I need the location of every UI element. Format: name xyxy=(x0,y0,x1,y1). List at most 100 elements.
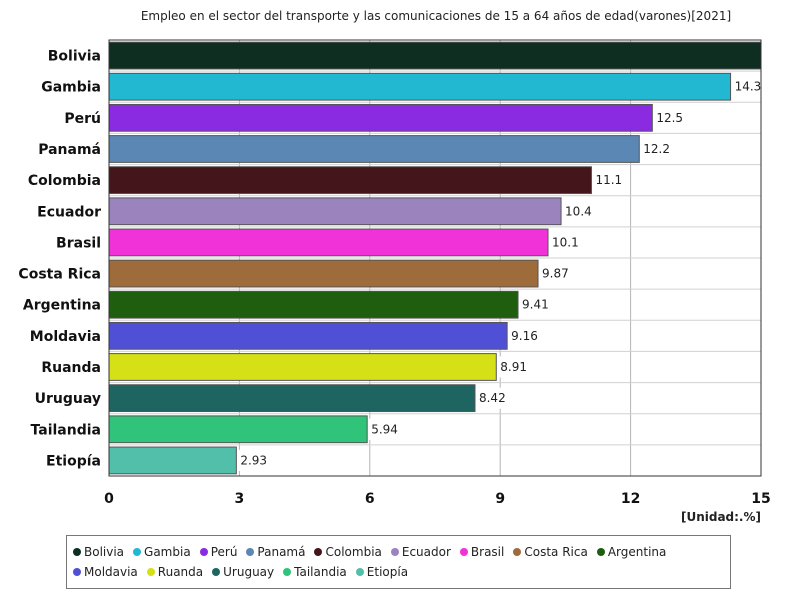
legend-label: Tailandia xyxy=(294,565,347,579)
legend-dot-icon xyxy=(199,548,208,556)
legend-label: Etiopía xyxy=(366,565,409,579)
legend-dot-icon xyxy=(459,548,468,556)
value-label: 9.16 xyxy=(511,329,538,343)
legend-item: Panamá xyxy=(246,542,305,562)
bar-colombia xyxy=(108,166,592,195)
legend-item: Ruanda xyxy=(146,562,204,582)
legend-item: Etiopía xyxy=(355,562,409,582)
value-label: 10.1 xyxy=(552,235,579,249)
legend-dot-icon xyxy=(73,548,81,556)
legend-dot-icon xyxy=(283,568,292,576)
category-label: Colombia xyxy=(28,173,101,189)
legend-dot-icon xyxy=(212,568,221,576)
x-tick-label: 15 xyxy=(751,491,770,507)
legend-label: Perú xyxy=(210,545,238,559)
legend-label: Costa Rica xyxy=(524,545,588,559)
legend: Bolivia Gambia Perú Panamá Colombia Ecuador Br… xyxy=(66,535,731,589)
legend-item: Perú xyxy=(199,542,238,562)
bar-chart-svg: Empleo en el sector del transporte y las… xyxy=(18,9,770,524)
legend-item: Costa Rica xyxy=(513,542,588,562)
legend-dot-icon xyxy=(133,548,142,556)
legend-item: Uruguay xyxy=(212,562,274,582)
legend-label: Ruanda xyxy=(157,565,204,579)
category-label: Uruguay xyxy=(35,391,101,407)
value-label-bg xyxy=(562,200,597,222)
bars: 14.3 12.5 12.2 11.1 10.4 10.1 9.87 9.41 9.16 8.91… xyxy=(108,41,766,475)
legend-dot-icon xyxy=(73,568,81,576)
x-tick-label: 3 xyxy=(235,491,245,507)
legend-label: Bolivia xyxy=(84,545,125,559)
legend-dot-icon xyxy=(390,548,399,556)
value-label-bg xyxy=(592,169,627,191)
bar-tailandia xyxy=(108,415,368,444)
value-label: 9.41 xyxy=(522,298,549,312)
legend-item: Gambia xyxy=(133,542,191,562)
legend-item: Ecuador xyxy=(390,542,451,562)
value-label: 8.42 xyxy=(479,391,506,405)
category-labels: Bolivia Gambia Perú Panamá Colombia Ecuador Br… xyxy=(18,49,101,470)
chart-title: Empleo en el sector del transporte y las… xyxy=(141,9,731,23)
legend-dot-icon xyxy=(146,568,155,576)
value-label-bg xyxy=(731,76,766,98)
value-label: 5.94 xyxy=(371,422,398,436)
legend-item: Moldavia xyxy=(73,562,138,582)
x-tick-label: 0 xyxy=(104,491,114,507)
legend-item: Tailandia xyxy=(283,562,347,582)
value-label-bg xyxy=(519,294,554,316)
category-label: Gambia xyxy=(41,80,101,96)
unit-label: [Unidad:.%] xyxy=(681,510,761,524)
category-label: Moldavia xyxy=(30,329,101,345)
legend-item: Bolivia xyxy=(73,542,124,562)
legend-item: Brasil xyxy=(459,542,505,562)
value-label-bg xyxy=(508,325,543,347)
bar-panamá xyxy=(108,135,640,163)
bar-ruanda xyxy=(108,353,497,381)
legend-label: Moldavia xyxy=(84,565,138,579)
plot-frame xyxy=(108,39,762,477)
category-label: Costa Rica xyxy=(18,267,101,283)
bar-ecuador xyxy=(108,197,562,226)
value-label-bg xyxy=(497,356,532,378)
bar-etiopía xyxy=(108,446,237,475)
value-label: 12.5 xyxy=(656,111,683,125)
bar-costa-rica xyxy=(108,259,539,288)
value-label: 10.4 xyxy=(565,204,592,218)
legend-label: Brasil xyxy=(470,545,505,559)
bar-perú xyxy=(108,103,653,132)
bar-brasil xyxy=(108,228,549,257)
legend-dot-icon xyxy=(355,568,364,576)
value-label-bg xyxy=(539,263,574,285)
legend-dot-icon xyxy=(246,548,255,556)
legend-label: Gambia xyxy=(144,545,191,559)
bar-gambia xyxy=(108,72,732,101)
x-tick-label: 9 xyxy=(495,491,505,507)
category-label: Tailandia xyxy=(31,422,101,438)
legend-item: Argentina xyxy=(596,542,667,562)
legend-item: Colombia xyxy=(314,542,382,562)
value-label: 8.91 xyxy=(500,360,527,374)
bar-argentina xyxy=(108,290,519,319)
value-label: 14.3 xyxy=(735,80,762,94)
legend-label: Argentina xyxy=(607,545,667,559)
category-label: Etiopía xyxy=(46,453,101,469)
legend-dot-icon xyxy=(314,548,323,556)
value-label-bg xyxy=(237,449,272,471)
value-label-bg xyxy=(640,138,675,160)
category-label: Argentina xyxy=(23,298,101,314)
legend-dot-icon xyxy=(513,548,522,556)
category-label: Bolivia xyxy=(48,49,101,65)
value-label-bg xyxy=(475,387,510,409)
value-label: 12.2 xyxy=(643,142,670,156)
value-label-bg xyxy=(549,231,584,253)
category-label: Ecuador xyxy=(37,204,101,220)
value-label: 2.93 xyxy=(240,453,267,467)
value-label-bg xyxy=(368,418,403,440)
x-tick-label: 12 xyxy=(621,491,640,507)
x-tick-label: 6 xyxy=(365,491,375,507)
category-label: Perú xyxy=(64,111,101,127)
bar-uruguay xyxy=(108,384,476,413)
bar-bolivia xyxy=(108,41,762,70)
legend-label: Panamá xyxy=(257,545,306,559)
legend-label: Uruguay xyxy=(223,565,275,579)
